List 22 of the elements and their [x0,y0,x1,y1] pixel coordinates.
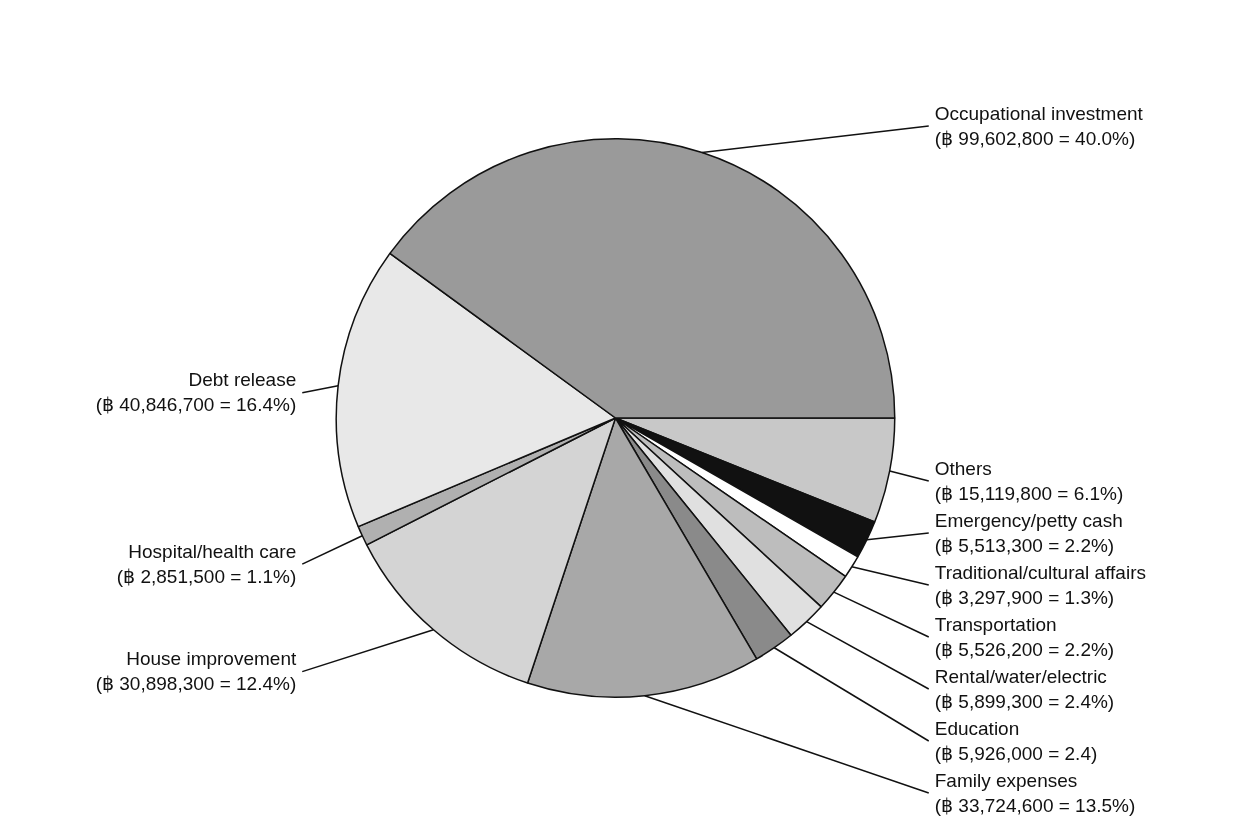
slice-label: House improvement [126,648,297,670]
data-label: (฿ 30,898,300 = 12.4%) [95,673,297,695]
slice-label: Education [934,717,1020,739]
data-label: (฿ 33,724,600 = 13.5%) [934,794,1136,816]
slice-label: Debt release [188,369,297,391]
data-label: (฿ 15,119,800 = 6.1%) [934,482,1124,504]
data-label: (฿ 5,899,300 = 2.4%) [934,690,1115,712]
slice-label: Hospital/health care [128,540,297,562]
slice-label: Traditional/cultural affairs [934,561,1146,583]
data-label: (฿ 3,297,900 = 1.3%) [934,586,1115,608]
data-label: (฿ 5,513,300 = 2.2%) [934,534,1115,556]
data-label: (฿ 2,851,500 = 1.1%) [116,565,297,587]
slice-label: Emergency/petty cash [934,509,1123,531]
slice-label: Others [934,457,992,479]
data-label: (฿ 99,602,800 = 40.0%) [934,127,1136,149]
slice-label: Rental/water/electric [934,665,1107,687]
slice-label: Occupational investment [934,102,1144,124]
data-label: (฿ 5,926,000 = 2.4) [934,742,1098,764]
data-label: (฿ 40,846,700 = 16.4%) [95,394,297,416]
slice-label: Transportation [934,613,1057,635]
data-label: (฿ 5,526,200 = 2.2%) [934,638,1115,660]
slice-label: Family expenses [934,769,1078,791]
